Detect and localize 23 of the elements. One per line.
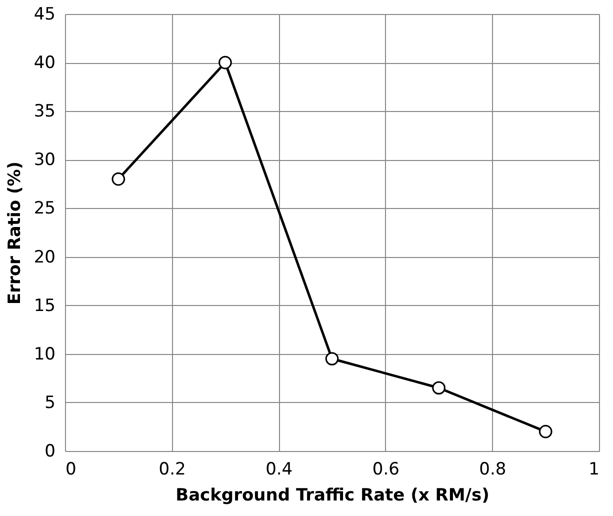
point — [538, 424, 552, 438]
y-tick-label: 45 — [34, 4, 56, 24]
x-tick-label: 1 — [588, 460, 600, 480]
y-tick-label: 40 — [34, 53, 56, 74]
y-tick-label: 30 — [34, 150, 56, 170]
y-tick-label: 5 — [44, 392, 56, 413]
point — [432, 381, 446, 395]
x-tick-label: 0 — [66, 460, 76, 480]
y-axis-title: Error Ratio (%) — [4, 161, 25, 305]
x-axis-title: Background Traffic Rate (x RM/s) — [176, 486, 490, 506]
x-tick-label: 0.8 — [479, 460, 506, 480]
point — [218, 56, 232, 70]
y-tick-label: 15 — [34, 296, 56, 316]
y-tick-label: 35 — [34, 102, 56, 122]
point — [325, 352, 339, 366]
x-tick-label: 0.4 — [266, 460, 293, 480]
x-tick-label: 0.2 — [158, 460, 186, 480]
y-tick-label: 20 — [34, 247, 56, 268]
y-tick-label: 10 — [34, 344, 56, 364]
point — [112, 172, 126, 186]
y-tick-label: 0 — [44, 442, 56, 462]
y-tick-label: 25 — [34, 198, 56, 219]
x-tick-label: 0.6 — [372, 460, 400, 480]
